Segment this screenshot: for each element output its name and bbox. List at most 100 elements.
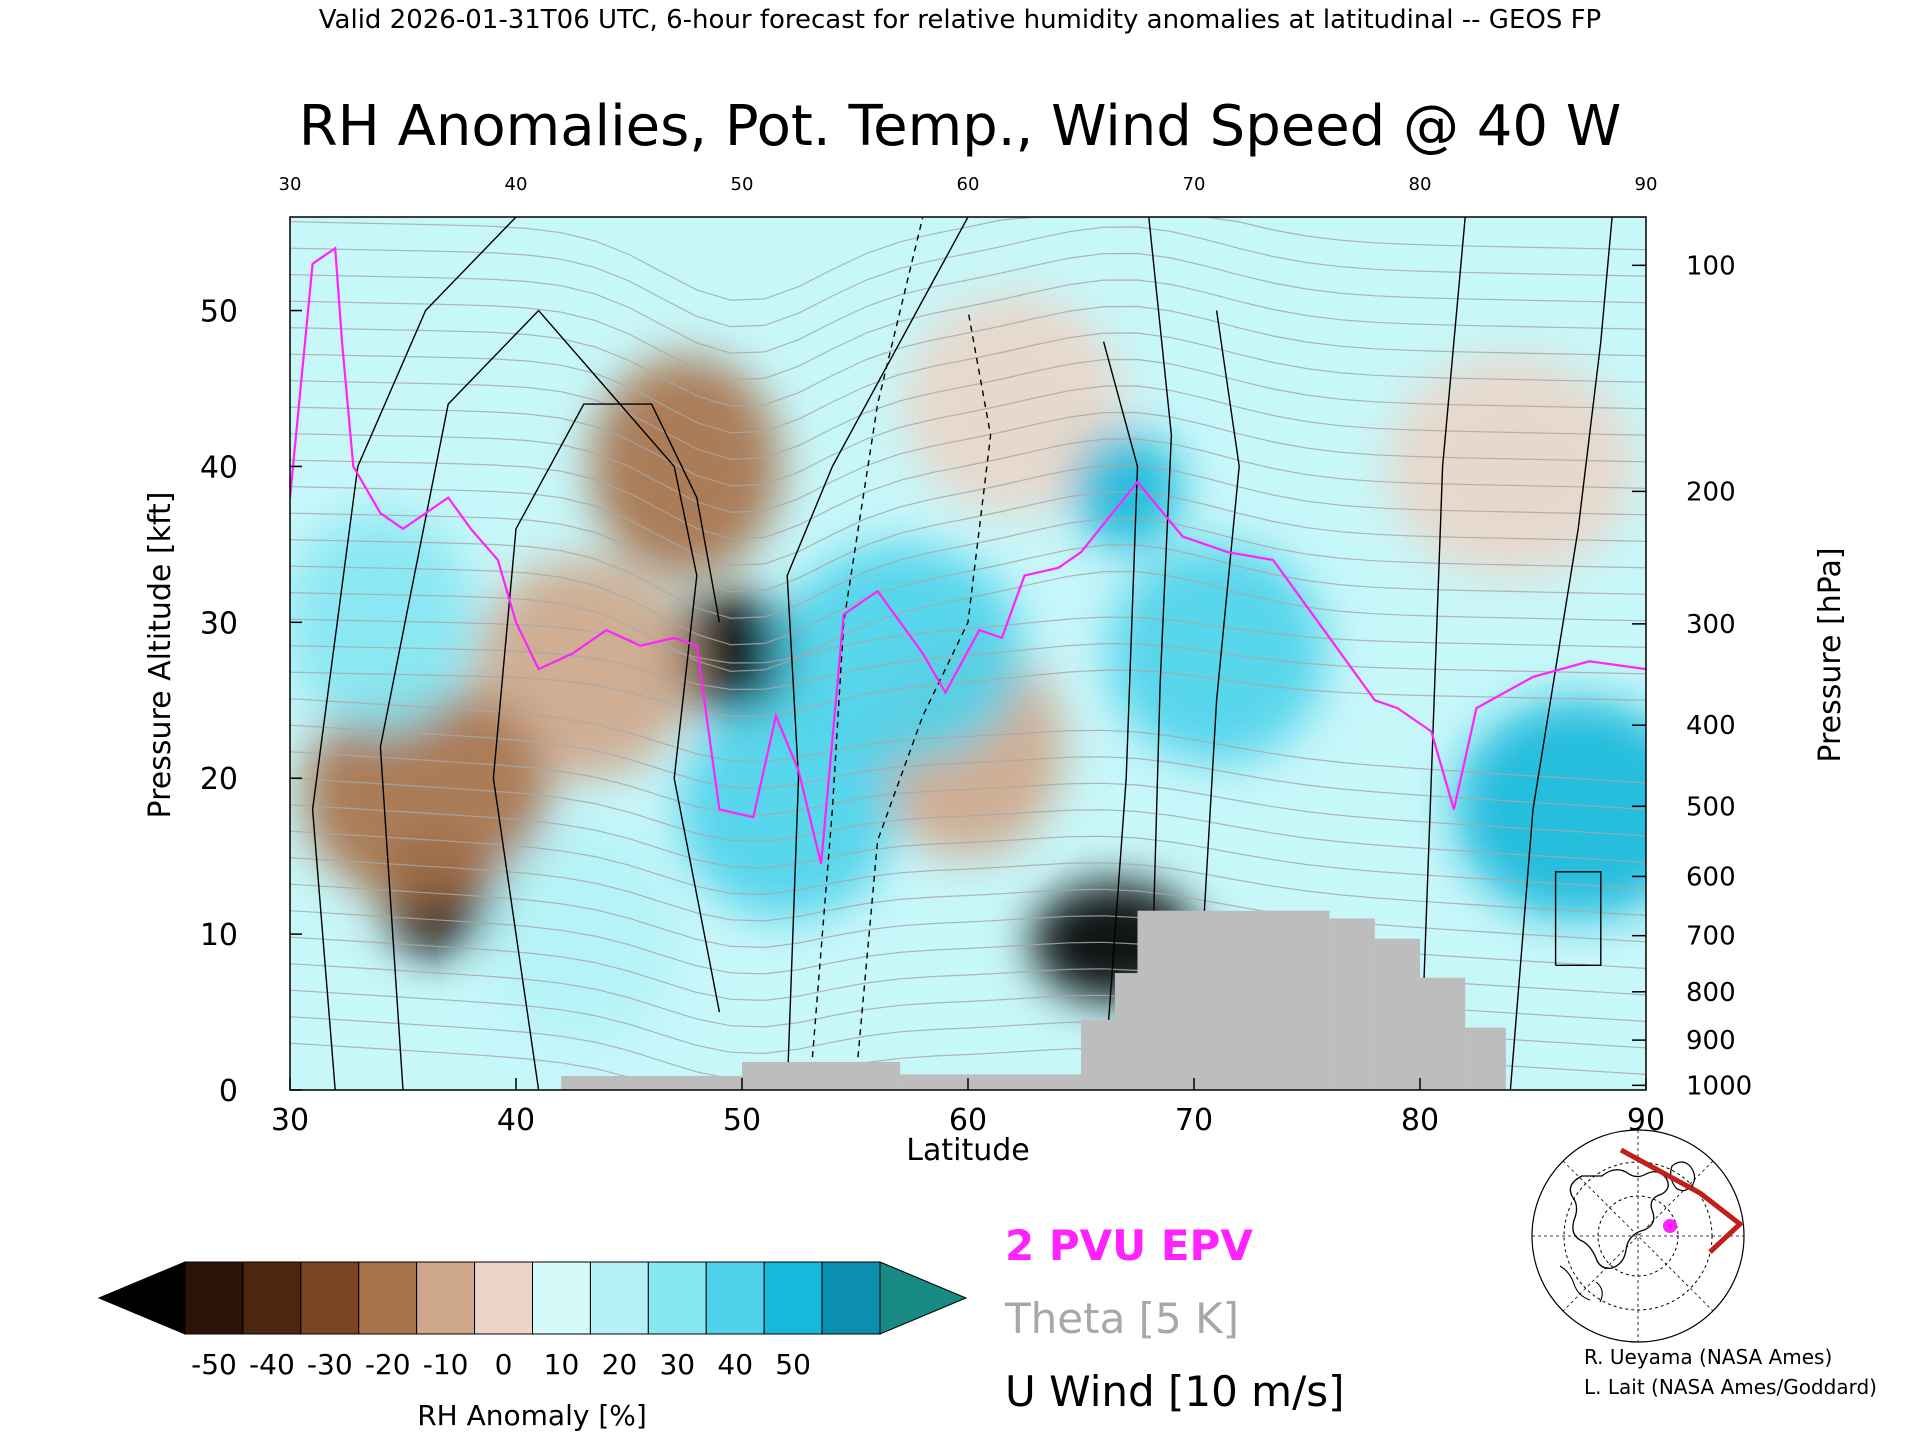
pressure-tick-label: 1000 bbox=[1686, 1071, 1752, 1101]
pressure-tick-label: 800 bbox=[1686, 978, 1736, 1008]
terrain-block bbox=[1137, 910, 1330, 1090]
colorbar-swatch bbox=[242, 1261, 302, 1335]
colorbar-swatch bbox=[532, 1261, 591, 1335]
wind-contour-line bbox=[1509, 217, 1613, 1090]
x-top-tick-label: 70 bbox=[1183, 174, 1206, 195]
y-axis-right-pressure: 100 200 300 400 500 600 700 800 900 1000 bbox=[1632, 251, 1752, 1101]
legend-entry: U Wind [10 m/s] bbox=[1005, 1367, 1345, 1416]
y-tick-label: 0 bbox=[219, 1074, 238, 1109]
y-tick-label: 50 bbox=[200, 295, 238, 330]
theta-contour-line bbox=[290, 804, 1646, 890]
pressure-tick-label: 700 bbox=[1686, 922, 1736, 952]
theta-contour-line bbox=[290, 857, 1646, 943]
wind-contour-line bbox=[809, 217, 924, 1090]
colorbar-swatch bbox=[589, 1261, 649, 1335]
track-marker bbox=[1663, 1219, 1677, 1233]
epv-line bbox=[290, 246, 1646, 865]
x-tick-label: 30 bbox=[271, 1103, 309, 1138]
theta-contour-line bbox=[290, 332, 1646, 434]
colorbar-swatch bbox=[358, 1261, 418, 1335]
pressure-tick-label: 200 bbox=[1686, 477, 1736, 507]
wind-contour-line bbox=[311, 217, 517, 1090]
location-map bbox=[1531, 1129, 1745, 1343]
x-top-tick-label: 40 bbox=[505, 174, 528, 195]
x-tick-label: 60 bbox=[949, 1103, 987, 1138]
pressure-tick-label: 500 bbox=[1686, 792, 1736, 822]
x-top-tick-label: 80 bbox=[1409, 174, 1432, 195]
pressure-tick-label: 600 bbox=[1686, 862, 1736, 892]
theta-contour-line bbox=[290, 698, 1646, 784]
wind-contour-line bbox=[492, 403, 721, 1090]
theta-contour-line bbox=[290, 252, 1646, 354]
theta-contour-line bbox=[290, 411, 1646, 513]
colorbar-swatch bbox=[300, 1261, 360, 1335]
theta-contour-line bbox=[290, 570, 1646, 672]
theta-contour-line bbox=[290, 358, 1646, 460]
legend-entry: 2 PVU EPV bbox=[1005, 1221, 1253, 1270]
terrain-block bbox=[561, 1075, 742, 1090]
epv-2pvu-contour bbox=[290, 246, 1646, 865]
colorbar-tick-label: -30 bbox=[307, 1348, 353, 1381]
header-text: Valid 2026-01-31T06 UTC, 6-hour forecast… bbox=[319, 5, 1601, 35]
wind-contour-line bbox=[1193, 310, 1240, 1090]
y-axis-label-right: Pressure [hPa] bbox=[1813, 547, 1848, 762]
credit-line-2: L. Lait (NASA Ames/Goddard) bbox=[1584, 1375, 1877, 1399]
rh-colorbar: -50 -40 -30 -20 -10 0 10 20 30 40 50 bbox=[97, 1261, 968, 1381]
x-top-tick-label: 30 bbox=[279, 174, 302, 195]
terrain-block bbox=[900, 1074, 1081, 1090]
theta-contour-line bbox=[290, 491, 1646, 593]
theta-contour-line bbox=[290, 669, 1646, 717]
legend-entry: Theta [5 K] bbox=[1004, 1294, 1239, 1343]
wind-contour-line bbox=[379, 309, 721, 1090]
theta-contour-line bbox=[290, 724, 1646, 810]
pressure-tick-label: 100 bbox=[1686, 251, 1736, 281]
wind-contour-line bbox=[1419, 217, 1466, 1090]
x-top-tick-label: 50 bbox=[731, 174, 754, 195]
terrain-block bbox=[1374, 938, 1420, 1090]
x-axis-label: Latitude bbox=[906, 1133, 1029, 1168]
colorbar-label: RH Anomaly [%] bbox=[417, 1399, 647, 1432]
wind-contours bbox=[311, 217, 1613, 1090]
rh-anomaly-field bbox=[290, 217, 1646, 1090]
y-axis-label-left: Pressure Altitude [kft] bbox=[143, 492, 178, 819]
theta-contour-line bbox=[290, 777, 1646, 863]
pressure-tick-label: 400 bbox=[1686, 711, 1736, 741]
theta-contour-line bbox=[290, 226, 1646, 328]
x-top-tick-label: 90 bbox=[1635, 174, 1658, 195]
colorbar-tick-label: 0 bbox=[495, 1348, 513, 1381]
colorbar-over-triangle bbox=[879, 1261, 968, 1335]
terrain-block bbox=[742, 1061, 901, 1090]
terrain-block bbox=[1420, 977, 1466, 1090]
rh-anomaly-region bbox=[590, 356, 781, 577]
x-tick-label: 50 bbox=[723, 1103, 761, 1138]
wind-contour-line bbox=[1102, 341, 1139, 1090]
y-tick-label: 30 bbox=[200, 606, 238, 641]
theta-contour-line bbox=[290, 217, 1646, 301]
colorbar-under-triangle bbox=[97, 1261, 186, 1335]
y-tick-label: 20 bbox=[200, 762, 238, 797]
rh-anomaly-region bbox=[904, 294, 1123, 515]
x-tick-label: 80 bbox=[1401, 1103, 1439, 1138]
theta-contour-line bbox=[290, 544, 1646, 646]
colorbar-tick-label: -40 bbox=[249, 1348, 295, 1381]
colorbar-swatch bbox=[821, 1261, 881, 1335]
colorbar-swatch bbox=[705, 1261, 765, 1335]
theta-contour-line bbox=[290, 464, 1646, 566]
rh-anomaly-region bbox=[1071, 429, 1182, 550]
pressure-tick-label: 300 bbox=[1686, 610, 1736, 640]
wind-contour-line bbox=[1148, 217, 1173, 1090]
theta-contour-line bbox=[290, 751, 1646, 837]
chart-title: RH Anomalies, Pot. Temp., Wind Speed @ 4… bbox=[299, 94, 1621, 159]
track-line bbox=[1619, 1147, 1744, 1254]
rh-anomaly-region bbox=[302, 683, 549, 904]
colorbar-swatch bbox=[416, 1261, 476, 1335]
y-tick-label: 10 bbox=[200, 918, 238, 953]
rh-anomaly-region bbox=[1455, 699, 1646, 920]
rh-anomaly-region bbox=[678, 699, 897, 920]
y-tick-label: 40 bbox=[200, 450, 238, 485]
theta-contour-line bbox=[290, 438, 1646, 540]
theta-contour-line bbox=[290, 642, 1646, 691]
contour-legend: 2 PVU EPV Theta [5 K] U Wind [10 m/s] bbox=[1004, 1221, 1345, 1416]
credit-line-1: R. Ueyama (NASA Ames) bbox=[1584, 1345, 1832, 1369]
